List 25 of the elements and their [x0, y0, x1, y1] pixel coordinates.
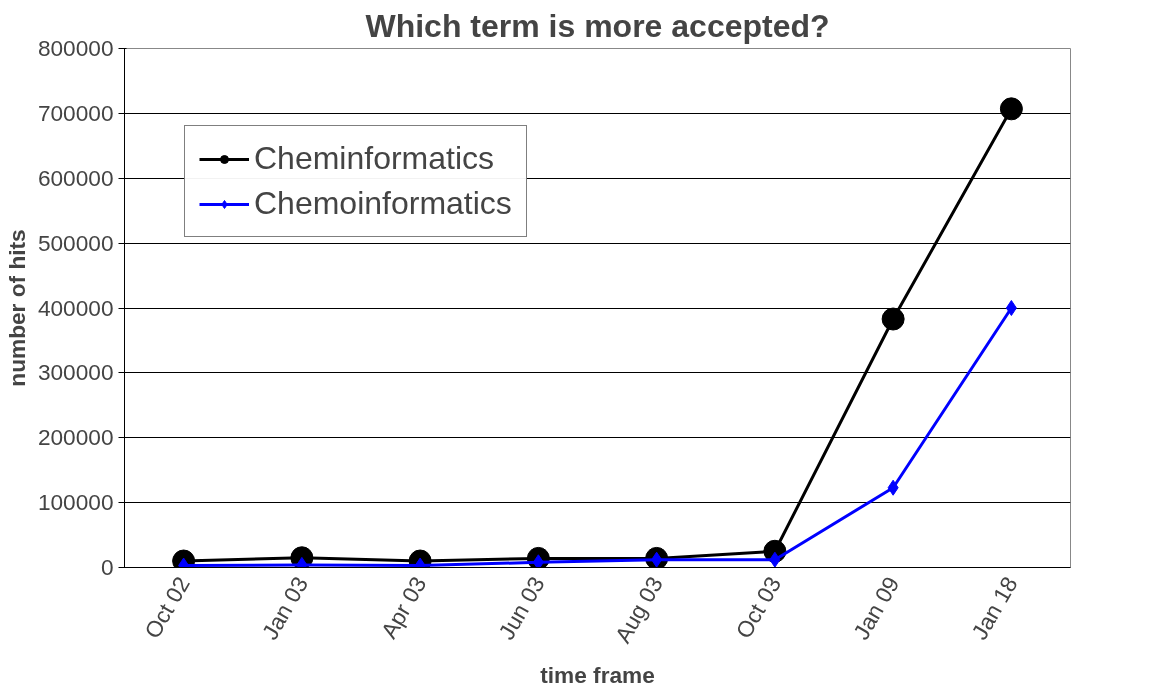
legend-label: Cheminformatics [254, 140, 495, 177]
x-tick-label: Oct 02 [139, 571, 195, 643]
point [887, 479, 899, 496]
y-tick-label: 500000 [37, 229, 114, 256]
y-tick-label: 300000 [37, 359, 114, 386]
y-tick-label: 600000 [37, 164, 114, 191]
point [999, 97, 1023, 121]
x-tick-label: Apr 03 [375, 571, 432, 643]
y-tick-label: 200000 [37, 424, 114, 451]
y-tick-label: 100000 [37, 489, 114, 516]
y-tick-label: 0 [100, 554, 114, 580]
point [1005, 300, 1017, 316]
y-tick-label: 800000 [37, 35, 114, 61]
legend-label: Chemoinformatics [254, 185, 512, 222]
y-tick-label: 700000 [37, 99, 114, 126]
point [881, 307, 905, 331]
chart-title: Which term is more accepted? [365, 7, 830, 44]
x-tick-label: Jun 03 [493, 571, 550, 644]
x-tick-label: Jan 03 [256, 571, 314, 644]
x-tick-label: Jan 18 [966, 571, 1023, 644]
x-axis-title: time frame [540, 661, 655, 688]
x-tick-label: Oct 03 [730, 571, 787, 643]
y-tick-label: 400000 [37, 294, 114, 321]
x-tick-label: Jan 09 [847, 571, 905, 644]
y-axis-title: number of hits [3, 229, 30, 387]
